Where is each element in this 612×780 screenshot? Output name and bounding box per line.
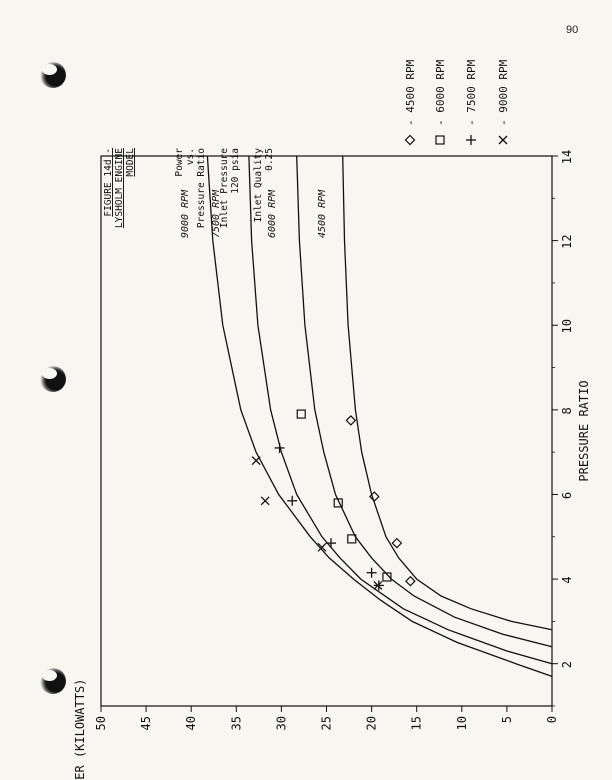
- curve-label: 9000 RPM: [180, 189, 191, 238]
- legend-marker-cross: [498, 135, 508, 145]
- y-tick-label: 10: [455, 716, 469, 730]
- legend-marker-diamond: [404, 134, 416, 146]
- legend-label: - 7500 RPM: [465, 59, 478, 126]
- y-tick-label: 0: [545, 716, 559, 723]
- data-point-7500-rpm: [274, 442, 285, 453]
- data-point-4500-rpm: [368, 491, 380, 502]
- square-marker-shape: [382, 572, 392, 582]
- x-tick-label: 4: [560, 576, 574, 583]
- legend-marker-plus: [466, 135, 476, 145]
- legend-marker-square: [435, 135, 445, 145]
- curve-label: 6000 RPM: [267, 189, 278, 238]
- punch-hole-icon: [40, 62, 66, 88]
- square-marker-shape: [347, 534, 357, 544]
- data-point-7500-rpm: [326, 538, 337, 549]
- x-tick-label: 6: [560, 492, 574, 499]
- data-point-9000-rpm: [260, 496, 270, 506]
- data-point-9000-rpm: [373, 580, 383, 590]
- curve-7500-rpm: [248, 155, 553, 665]
- punch-hole-icon: [40, 668, 66, 694]
- data-point-4500-rpm: [345, 415, 357, 426]
- curve-4500-rpm: [342, 155, 553, 631]
- legend-label: - 9000 RPM: [497, 59, 510, 126]
- data-point-4500-rpm: [405, 575, 416, 587]
- figure-description-line: vs.: [185, 148, 196, 165]
- square-marker-shape: [296, 409, 306, 419]
- x-tick-label: 12: [560, 234, 574, 248]
- y-tick-label: 5: [500, 716, 514, 723]
- x-tick-label: 14: [560, 150, 574, 164]
- diamond-marker-shape: [391, 537, 403, 549]
- curve-label: 4500 RPM: [317, 189, 328, 238]
- square-marker-shape: [435, 135, 445, 145]
- data-point-4500-rpm: [391, 537, 403, 549]
- data-point-7500-rpm: [366, 567, 377, 578]
- figure-description-line: Inlet Pressure: [219, 148, 230, 228]
- figure-caption-line: FIGURE 14d -: [103, 148, 114, 217]
- cross-marker-b: [317, 542, 327, 552]
- y-axis-title: POWER (KILOWATTS): [73, 679, 87, 780]
- y-tick-label: 20: [365, 716, 379, 730]
- square-marker-shape: [333, 498, 343, 508]
- x-tick-label: 2: [560, 661, 574, 668]
- cross-marker-b: [373, 580, 383, 590]
- figure-description-line: Pressure Ratio: [196, 148, 207, 228]
- y-tick-label: 50: [94, 716, 108, 730]
- figure-caption-line: MODEL: [125, 148, 136, 177]
- x-axis-title: PRESSURE RATIO: [577, 380, 591, 481]
- figure-description-line: 0.25: [264, 148, 275, 171]
- data-point-6000-rpm: [382, 572, 392, 582]
- punch-hole-icon: [40, 366, 66, 392]
- curve-label: 7500 RPM: [211, 189, 222, 238]
- y-tick-label: 40: [184, 716, 198, 730]
- page-number: 90: [566, 24, 579, 36]
- x-tick-label: 8: [560, 407, 574, 414]
- diamond-marker-shape: [404, 134, 416, 146]
- figure-caption-line: LYSHOLM ENGINE: [114, 148, 125, 228]
- legend-label: - 4500 RPM: [404, 59, 417, 126]
- data-point-9000-rpm: [317, 542, 327, 552]
- figure-description-line: 120 psia: [230, 148, 241, 194]
- cross-marker-b: [260, 496, 270, 506]
- data-point-7500-rpm: [287, 495, 298, 506]
- data-point-6000-rpm: [333, 498, 343, 508]
- cross-marker-b: [251, 456, 261, 466]
- y-tick-label: 25: [320, 716, 334, 730]
- figure-description-line: Inlet Quality: [253, 148, 264, 223]
- y-tick-label: 35: [229, 716, 243, 730]
- y-tick-label: 15: [410, 716, 424, 730]
- curve-6000-rpm: [296, 155, 553, 648]
- data-point-6000-rpm: [296, 409, 306, 419]
- legend-label: - 6000 RPM: [434, 59, 447, 126]
- diamond-marker-shape: [345, 415, 357, 426]
- diamond-marker-shape: [405, 575, 416, 587]
- x-tick-label: 10: [560, 319, 574, 333]
- y-tick-label: 45: [139, 716, 153, 730]
- curve-9000-rpm: [206, 155, 553, 678]
- y-tick-label: 30: [274, 716, 288, 730]
- data-point-6000-rpm: [347, 534, 357, 544]
- figure-description-line: Power: [174, 148, 185, 177]
- cross-marker-b: [498, 135, 508, 145]
- data-point-9000-rpm: [251, 456, 261, 466]
- diamond-marker-shape: [368, 491, 380, 502]
